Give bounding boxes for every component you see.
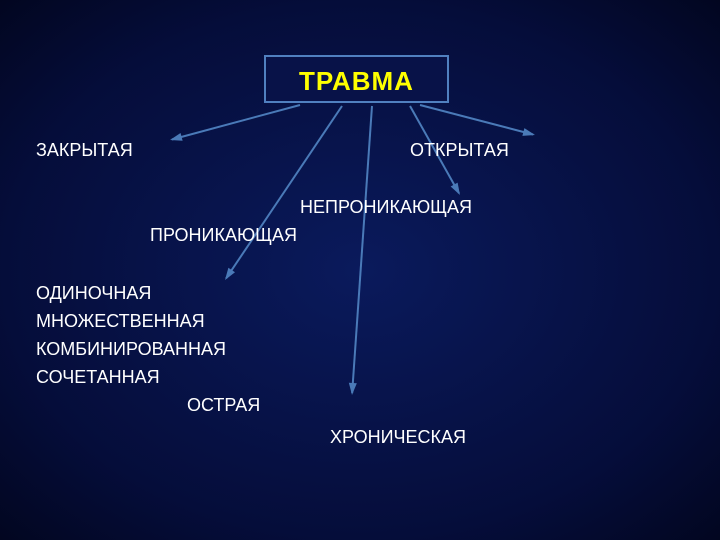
arrow-line-a-penetr	[226, 106, 342, 278]
arrow-line-a-right	[420, 105, 533, 134]
label-combined: КОМБИНИРОВАННАЯ	[36, 339, 226, 360]
label-single: ОДИНОЧНАЯ	[36, 283, 151, 304]
arrow-head-a-chronic	[349, 383, 357, 395]
arrow-head-a-open	[451, 183, 460, 195]
arrow-line-a-chronic	[352, 106, 372, 393]
label-nonpenetr: НЕПРОНИКАЮЩАЯ	[300, 197, 472, 218]
label-chronic: ХРОНИЧЕСКАЯ	[330, 427, 466, 448]
arrow-head-a-right	[522, 128, 535, 136]
arrow-line-a-left	[172, 105, 300, 139]
label-multiple: МНОЖЕСТВЕННАЯ	[36, 311, 205, 332]
label-closed: ЗАКРЫТАЯ	[36, 140, 133, 161]
title-box: ТРАВМА	[264, 55, 449, 103]
label-penetr: ПРОНИКАЮЩАЯ	[150, 225, 297, 246]
label-open: ОТКРЫТАЯ	[410, 140, 509, 161]
arrow-head-a-penetr	[225, 268, 235, 280]
arrow-head-a-left	[170, 133, 183, 141]
title-text: ТРАВМА	[299, 66, 414, 96]
label-acute: ОСТРАЯ	[187, 395, 260, 416]
label-associated: СОЧЕТАННАЯ	[36, 367, 160, 388]
